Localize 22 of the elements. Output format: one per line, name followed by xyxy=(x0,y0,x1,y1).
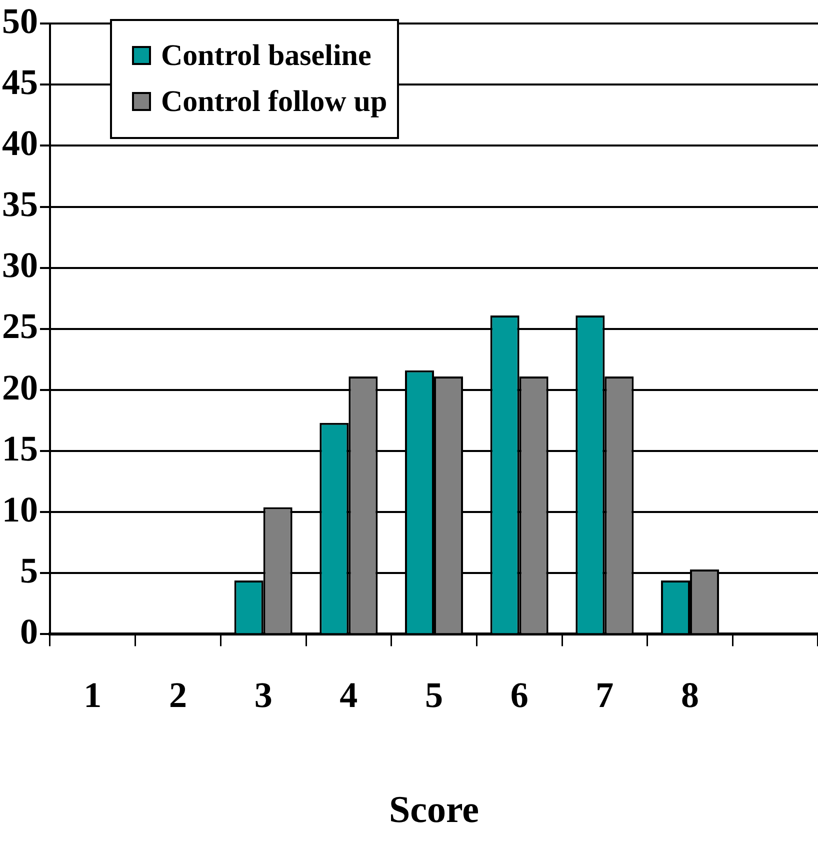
legend-label: Control baseline xyxy=(161,38,372,73)
y-tick-label: 45 xyxy=(2,62,38,102)
x-tick-label: 7 xyxy=(596,675,614,716)
y-tick-label: 40 xyxy=(2,123,38,164)
y-tick-label: 20 xyxy=(2,367,38,408)
y-tick-label: 25 xyxy=(2,306,38,346)
y-tick-label: 50 xyxy=(2,0,38,41)
y-tick-label: 15 xyxy=(2,428,38,468)
y-tick-label: 30 xyxy=(2,245,38,286)
y-tick-label: 35 xyxy=(2,184,38,224)
y-tick-label: 0 xyxy=(20,611,38,652)
x-tick-label: 8 xyxy=(681,675,699,716)
y-tick-label: 10 xyxy=(2,489,38,530)
x-tick-label: 2 xyxy=(169,675,187,716)
x-tick-label: 5 xyxy=(425,675,443,716)
x-tick-label: 1 xyxy=(84,675,102,716)
x-tick-label: 3 xyxy=(254,675,272,716)
x-tick-label: 6 xyxy=(510,675,528,716)
x-axis-title: Score xyxy=(388,789,480,832)
y-tick-label: 5 xyxy=(20,550,38,590)
x-tick-label: 4 xyxy=(340,675,358,716)
legend-label: Control follow up xyxy=(161,84,388,119)
